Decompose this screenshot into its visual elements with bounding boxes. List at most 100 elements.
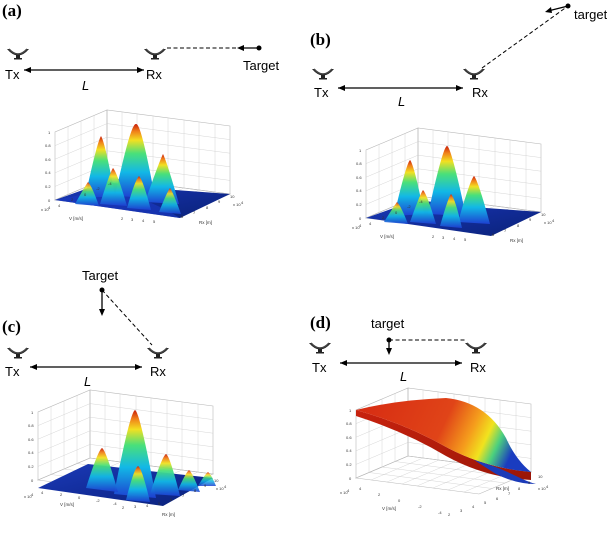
v-exponent: x 10	[41, 207, 49, 212]
rx-label: Rx	[146, 67, 162, 82]
svg-text:8: 8	[194, 488, 197, 493]
target-label: Target	[243, 58, 280, 73]
svg-text:0: 0	[395, 210, 398, 215]
svg-text:9: 9	[528, 480, 531, 485]
svg-text:0.6: 0.6	[28, 437, 34, 442]
rx-label: Rx	[150, 364, 166, 379]
svg-text:8: 8	[206, 205, 209, 210]
svg-text:-4: -4	[113, 501, 117, 506]
svg-text:3: 3	[131, 217, 134, 222]
panel-label: (d)	[310, 313, 331, 332]
svg-text:2: 2	[71, 197, 74, 202]
v-ticks: 4 2 0 -2 -4	[359, 486, 442, 515]
baseline-label: L	[84, 374, 91, 389]
svg-text:0.4: 0.4	[28, 450, 34, 455]
v-ticks: 4 2 0 -2 -4	[58, 181, 112, 208]
r-axis-label: Rx [m]	[510, 238, 523, 243]
tx-label: Tx	[5, 364, 20, 379]
svg-text:4: 4	[58, 203, 61, 208]
svg-text:0: 0	[84, 192, 87, 197]
svg-text:0.4: 0.4	[45, 170, 51, 175]
svg-text:5: 5	[153, 219, 156, 224]
svg-text:10: 10	[538, 474, 543, 479]
svg-text:7: 7	[182, 493, 185, 498]
v-axis-label: V [m/s]	[69, 216, 83, 221]
svg-text:4: 4	[453, 236, 456, 241]
svg-text:4: 4	[359, 223, 362, 228]
svg-text:-4: -4	[108, 181, 112, 186]
svg-text:4: 4	[546, 484, 549, 489]
target-label: Target	[82, 268, 119, 283]
svg-text:0.8: 0.8	[356, 161, 362, 166]
svg-text:4: 4	[146, 503, 149, 508]
svg-text:3: 3	[460, 508, 463, 513]
panel-b: (b) Tx Rx L target 1	[310, 3, 607, 243]
r-ticks: 2 3 4 5 6 7 8 9 10	[122, 478, 219, 510]
target-label: target	[371, 316, 405, 331]
v-ticks: 4 2 0 -2 -4	[41, 490, 117, 506]
svg-text:0: 0	[31, 478, 34, 483]
z-ticks: 1 0.8 0.6 0.4 0.2 0	[346, 408, 352, 481]
svg-text:7: 7	[504, 228, 507, 233]
baseline-label: L	[398, 94, 405, 109]
r-ticks: 2 3 4 5 6 7 8 9 10	[448, 474, 543, 517]
v-ticks: 4 2 0 -2 -4	[369, 199, 423, 226]
r-exponent: x 10	[216, 486, 224, 491]
svg-text:0.6: 0.6	[346, 435, 352, 440]
svg-text:3: 3	[442, 235, 445, 240]
svg-text:0.8: 0.8	[346, 421, 352, 426]
svg-text:0: 0	[349, 476, 352, 481]
panel-d: (d) Tx Rx L target 1 0.8 0	[308, 313, 549, 517]
z-ticks: 1 0.8 0.6 0.4 0.2 0	[28, 410, 34, 483]
svg-text:0.8: 0.8	[45, 143, 51, 148]
svg-text:2: 2	[448, 512, 451, 517]
svg-text:2: 2	[121, 216, 124, 221]
svg-text:0: 0	[359, 216, 362, 221]
r-exponent: x 10	[538, 486, 546, 491]
r-axis-label: Rx [m]	[162, 512, 175, 517]
v-exponent: x 10	[352, 225, 360, 230]
svg-text:5: 5	[158, 501, 161, 506]
panel-label: (a)	[2, 1, 22, 20]
baseline-label: L	[82, 78, 89, 93]
baseline-arrow	[24, 67, 144, 73]
v-axis-label: V [m/s]	[382, 506, 396, 511]
svg-text:0: 0	[78, 495, 81, 500]
rx-antenna-icon	[143, 48, 167, 61]
tx-label: Tx	[314, 85, 329, 100]
svg-text:4: 4	[359, 486, 362, 491]
svg-text:4: 4	[552, 218, 555, 223]
svg-text:1: 1	[48, 130, 51, 135]
svg-text:4: 4	[241, 200, 244, 205]
svg-text:8: 8	[518, 486, 521, 491]
baseline-label: L	[400, 369, 407, 384]
r-ticks: 2 3 4 5 6 7 8 9 10	[121, 194, 235, 224]
svg-text:4: 4	[142, 218, 145, 223]
svg-text:0.6: 0.6	[356, 175, 362, 180]
surface-plot: 1 0.8 0.6 0.4 0.2 0 4 2 0 -2 -4 2 3 4 5 …	[340, 387, 549, 517]
target-path	[167, 45, 262, 51]
rx-antenna-icon	[146, 347, 170, 360]
svg-text:0.2: 0.2	[45, 184, 51, 189]
v-axis-label: V [m/s]	[60, 502, 74, 507]
svg-text:0.8: 0.8	[28, 423, 34, 428]
rx-label: Rx	[472, 85, 488, 100]
r-axis-label: Rx [m]	[496, 486, 509, 491]
svg-text:4: 4	[369, 221, 372, 226]
svg-text:6: 6	[181, 214, 184, 219]
svg-text:-4: -4	[419, 199, 423, 204]
surface-plot: 1 0.8 0.6 0.4 0.2 0 4 2 0 -2 -4 2 3 4 5 …	[352, 127, 555, 243]
svg-text:4: 4	[347, 488, 350, 493]
svg-text:2: 2	[378, 492, 381, 497]
svg-text:10: 10	[541, 212, 546, 217]
v-axis-label: V [m/s]	[380, 234, 394, 239]
baseline-arrow	[338, 85, 463, 91]
svg-text:1: 1	[349, 408, 352, 413]
baseline-arrow	[340, 360, 462, 366]
svg-text:7: 7	[193, 210, 196, 215]
panel-label: (b)	[310, 30, 331, 49]
z-ticks: 1 0.8 0.6 0.4 0.2 0	[356, 148, 362, 221]
r-exponent: x 10	[233, 202, 241, 207]
svg-text:8: 8	[517, 223, 520, 228]
svg-text:0.4: 0.4	[346, 448, 352, 453]
